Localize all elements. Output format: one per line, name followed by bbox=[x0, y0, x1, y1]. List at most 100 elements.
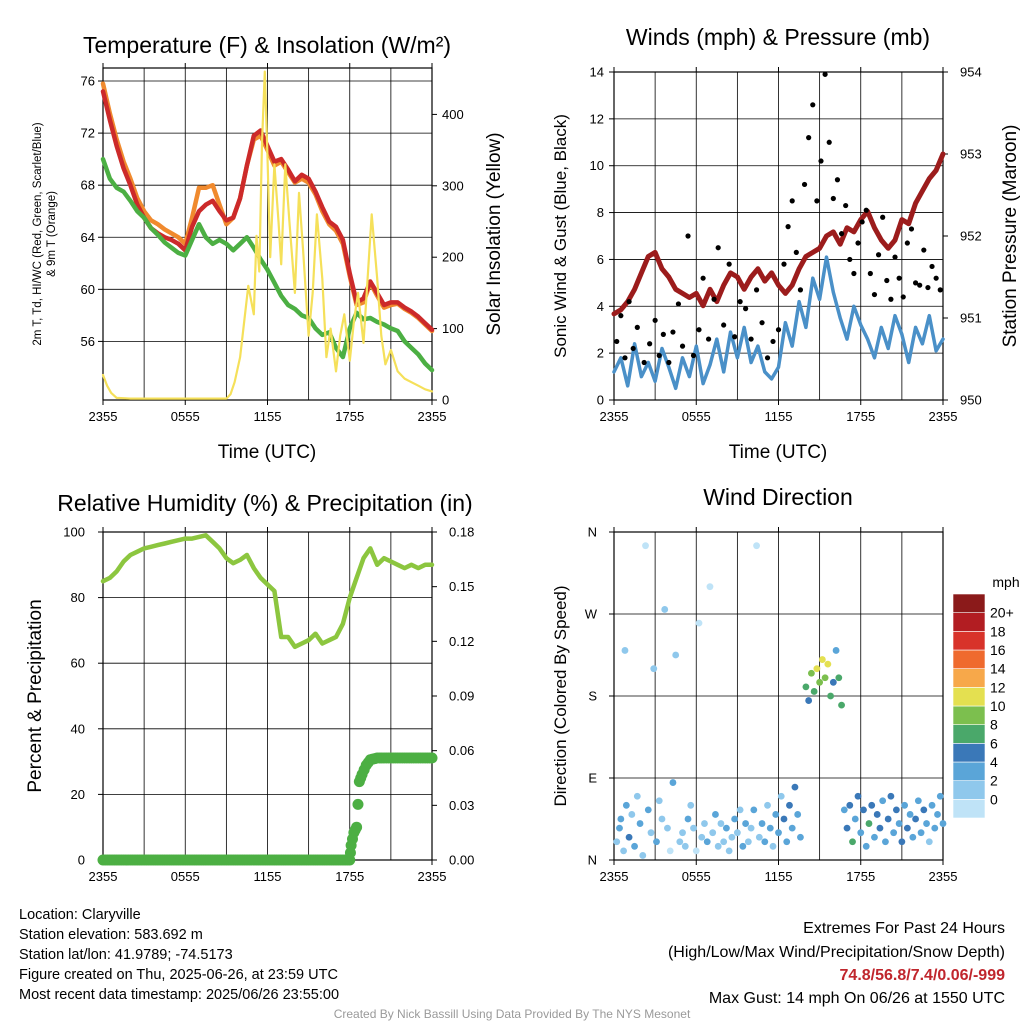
direction-point bbox=[620, 847, 627, 855]
direction-point bbox=[712, 811, 719, 818]
direction-point bbox=[739, 842, 747, 850]
direction-point bbox=[631, 842, 638, 850]
direction-point bbox=[895, 820, 903, 827]
gust-point bbox=[781, 261, 787, 267]
chart-title: Temperature (F) & Insolation (W/m²) bbox=[83, 32, 451, 58]
y-tick-label: 60 bbox=[71, 656, 85, 671]
direction-point bbox=[639, 852, 647, 859]
gust-point bbox=[863, 207, 869, 213]
y-tick-label: 2 bbox=[597, 346, 604, 361]
direction-point bbox=[934, 811, 941, 818]
direction-point bbox=[622, 801, 630, 809]
figure-created: Figure created on Thu, 2025-06-26, at 23… bbox=[19, 967, 338, 983]
direction-point bbox=[723, 824, 730, 832]
gust-point bbox=[690, 352, 697, 359]
y2-axis-label: Solar Insolation (Yellow) bbox=[484, 132, 505, 335]
series-line-2 bbox=[100, 156, 435, 373]
gust-point bbox=[748, 336, 754, 342]
y2-tick-label: 0.18 bbox=[449, 525, 474, 540]
direction-point bbox=[698, 833, 706, 841]
recent-timestamp: Most recent data timestamp: 2025/06/26 2… bbox=[19, 987, 340, 1003]
direction-point bbox=[703, 838, 711, 846]
direction-point bbox=[650, 665, 658, 673]
x-tick-label: 2355 bbox=[600, 869, 629, 884]
gust-point bbox=[789, 198, 795, 204]
gust-point bbox=[705, 336, 712, 342]
y-tick-label: 76 bbox=[81, 74, 95, 89]
direction-point bbox=[906, 811, 914, 818]
colorbar-title: mph bbox=[992, 574, 1019, 590]
x-tick-label: 1755 bbox=[335, 409, 364, 424]
temperature-insolation-chart: 2355 0555 1155 1755 2355 56 60 64 68 72 76 0 100 200 3… bbox=[32, 32, 505, 463]
gust-point bbox=[700, 275, 706, 281]
direction-point bbox=[755, 833, 763, 841]
gust-point bbox=[685, 233, 691, 239]
gust-point bbox=[814, 198, 820, 204]
direction-point bbox=[636, 820, 644, 827]
gust-point bbox=[818, 158, 824, 164]
chart-title: Wind Direction bbox=[703, 484, 853, 510]
y2-axis-label: Station Pressure (Maroon) bbox=[1000, 125, 1021, 348]
direction-point bbox=[827, 692, 834, 700]
gust-point bbox=[859, 219, 865, 225]
y-tick-label: 10 bbox=[590, 158, 604, 173]
y-tick-label: N bbox=[588, 853, 597, 868]
gust-point bbox=[759, 320, 765, 326]
colorbar-label: 0 bbox=[990, 791, 998, 807]
direction-point bbox=[679, 829, 686, 837]
direction-point bbox=[706, 583, 714, 591]
direction-point bbox=[777, 792, 785, 800]
gust-point bbox=[875, 252, 882, 258]
y2-tick-label: 954 bbox=[960, 65, 982, 80]
direction-point bbox=[805, 697, 813, 704]
direction-point bbox=[717, 820, 725, 827]
station-latlon: Station lat/lon: 41.9789; -74.5173 bbox=[19, 947, 233, 963]
colorbar-label: 6 bbox=[990, 735, 998, 751]
station-location: Location: Claryville bbox=[19, 907, 141, 923]
direction-point bbox=[821, 674, 829, 682]
gust-point bbox=[892, 254, 898, 260]
direction-point bbox=[808, 669, 815, 677]
direction-point bbox=[766, 824, 774, 832]
direction-point bbox=[742, 820, 749, 827]
y-axis-label: Direction (Colored By Speed) bbox=[551, 585, 570, 806]
gust-point bbox=[715, 245, 721, 251]
max-gust: Max Gust: 14 mph On 06/26 at 1550 UTC bbox=[708, 990, 1005, 1007]
y2-tick-label: 0.00 bbox=[449, 853, 474, 868]
winds-pressure-chart: 2355 0555 1155 1755 235502468101214950951952… bbox=[551, 24, 1021, 463]
x-tick-label: 2355 bbox=[929, 869, 958, 884]
precip-point bbox=[426, 752, 438, 764]
direction-point bbox=[664, 824, 671, 832]
direction-point bbox=[775, 829, 782, 837]
colorbar-swatch bbox=[952, 724, 986, 744]
direction-point bbox=[824, 660, 832, 668]
credit-line: Created By Nick Bassill Using Data Provi… bbox=[333, 1007, 691, 1021]
direction-point bbox=[769, 842, 777, 850]
direction-point bbox=[786, 801, 793, 809]
gust-point bbox=[622, 355, 628, 361]
direction-point bbox=[628, 811, 636, 818]
gust-point bbox=[647, 341, 653, 347]
gust-point bbox=[626, 299, 632, 305]
direction-point bbox=[758, 820, 766, 827]
direction-point bbox=[616, 824, 623, 832]
direction-point bbox=[701, 820, 708, 827]
direction-point bbox=[761, 838, 769, 846]
x-tick-label: 0555 bbox=[171, 869, 200, 884]
x-tick-label: 2355 bbox=[418, 409, 447, 424]
x-axis-label: Time (UTC) bbox=[218, 442, 317, 463]
y-tick-label: 40 bbox=[71, 721, 85, 736]
y-tick-label: 64 bbox=[81, 230, 95, 245]
colorbar-swatch bbox=[952, 743, 986, 763]
direction-point bbox=[747, 824, 755, 832]
colorbar-swatch bbox=[952, 612, 986, 632]
gust-point bbox=[880, 214, 886, 220]
precip-point bbox=[351, 821, 363, 833]
gust-point bbox=[753, 287, 760, 293]
direction-point bbox=[862, 842, 870, 850]
y-tick-label: 80 bbox=[71, 590, 85, 605]
direction-point bbox=[876, 824, 884, 832]
direction-point bbox=[633, 792, 641, 800]
